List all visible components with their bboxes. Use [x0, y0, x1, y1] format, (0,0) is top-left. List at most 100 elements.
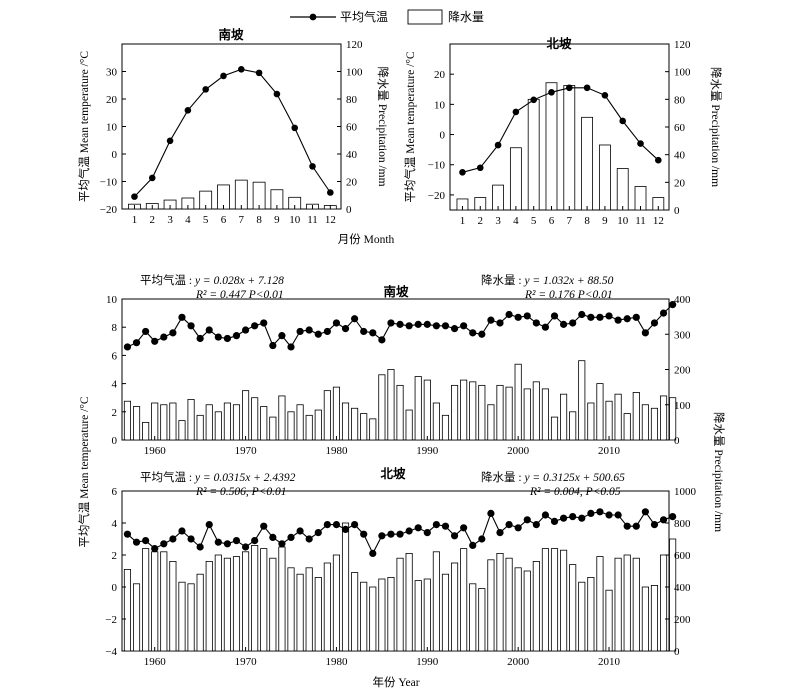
precip-bar: [260, 406, 268, 441]
precip-bar: [614, 393, 622, 441]
temperature-point: [423, 529, 431, 537]
equation-stats: R² = 0.004, P<0.05: [529, 486, 621, 498]
temperature-point: [202, 86, 209, 93]
x-tick-label: 3: [495, 215, 501, 227]
temperature-point: [532, 521, 540, 529]
temperature-point: [223, 540, 232, 548]
equation-p: P<0.05: [585, 486, 621, 498]
temperature-point: [559, 514, 568, 522]
temperature-point: [160, 540, 168, 548]
precip-bar: [581, 116, 593, 211]
precip-bar: [659, 554, 668, 652]
temperature-point: [496, 529, 504, 537]
legend: 平均气温 降水量: [290, 9, 484, 25]
panel-north-monthly-title: 北坡: [546, 36, 572, 51]
temperature-point: [469, 541, 477, 550]
panel-south-monthly-yticks-left: −20 −10 0 10 20 30: [100, 67, 126, 216]
precip-bar: [487, 559, 495, 652]
temperature-point: [505, 521, 513, 529]
y-tick-label: 20: [434, 69, 446, 81]
panel-south-annual: 南坡 0 2 4 6 8 10 0 100 200 300 400 1960 1970 1980 199…: [106, 273, 691, 457]
panel-north-monthly-line: [459, 84, 662, 176]
panel-south-annual-frame: [121, 298, 670, 441]
precip-bar: [323, 390, 331, 441]
precip-bar: [151, 402, 159, 441]
panel-north-monthly-xticks: 1 2 3 4 5 6 7 8 9 10 11 12: [460, 206, 664, 227]
equation-sep: ,: [246, 486, 252, 498]
y-right-tick-label: 120: [346, 39, 363, 51]
precip-bar: [242, 551, 250, 652]
precip-bar: [641, 404, 649, 441]
x-tick-label: 4: [513, 215, 519, 227]
temperature-point: [369, 329, 377, 337]
y-right-tick-label: 0: [346, 204, 352, 216]
temperature-point: [596, 508, 604, 516]
panel-south-annual-yticks-left: 0 2 4 6 8 10: [106, 294, 126, 447]
precip-bar: [432, 551, 440, 652]
precip-bar: [214, 554, 222, 652]
temperature-point: [460, 322, 468, 330]
y-right-tick-label: 400: [674, 294, 691, 306]
x-tick-label: 1960: [144, 656, 167, 668]
x-tick-label: 2: [478, 215, 484, 227]
precip-bar: [360, 413, 368, 441]
temperature-point: [655, 156, 662, 164]
precip-bar: [251, 397, 259, 441]
x-tick-label: 5: [531, 215, 537, 227]
precip-bar: [314, 409, 322, 441]
precip-bar: [187, 583, 195, 652]
precip-bar: [369, 586, 377, 652]
precip-bar: [278, 546, 286, 652]
y-tick-label: 0: [112, 149, 118, 161]
y-tick-label: −10: [428, 160, 446, 172]
precip-bar: [351, 572, 359, 652]
precip-bar: [196, 414, 204, 441]
precip-bar: [378, 578, 386, 652]
precip-bar: [223, 557, 231, 652]
precip-bar: [178, 420, 186, 441]
temperature-point: [142, 327, 150, 336]
equation-r2: R² = 0.004: [529, 486, 580, 498]
precip-bar: [496, 553, 504, 652]
precip-bar: [550, 548, 559, 652]
precip-bar: [223, 402, 231, 441]
temperature-point: [532, 319, 540, 327]
temperature-point: [332, 521, 341, 529]
precip-bar: [523, 570, 531, 652]
temperature-point: [565, 84, 573, 92]
temperature-point: [569, 513, 577, 521]
precip-bar: [478, 384, 486, 441]
temperature-point: [614, 511, 622, 519]
precip-bar: [523, 388, 531, 441]
precip-bar: [360, 581, 368, 652]
precip-bar: [505, 557, 513, 652]
panel-south-monthly-xticks: 1 2 3 4 5 6 7 8 9 10 11 12: [132, 205, 336, 226]
equation-p: P<0.01: [251, 486, 287, 498]
panel-south-annual-precip-equation: 降水量 : y = 1.032x + 88.50 R² = 0.176 P<0.…: [481, 273, 614, 301]
temperature-point: [669, 513, 677, 521]
legend-temperature-label: 平均气温: [340, 9, 388, 24]
temperature-point: [396, 530, 404, 538]
temperature-point: [132, 538, 141, 546]
precip-bar: [323, 562, 331, 652]
precip-bar: [351, 407, 359, 441]
temperature-point: [583, 84, 591, 92]
temperature-point: [260, 319, 268, 327]
precip-bar: [414, 580, 422, 652]
x-tick-label: 1990: [416, 445, 439, 457]
temperature-point: [131, 193, 138, 200]
y-tick-label: 20: [106, 94, 118, 106]
precip-bar: [132, 406, 141, 441]
temperature-point: [441, 322, 450, 330]
panel-north-annual-precip-equation: 降水量 : y = 0.3125x + 500.65 R² = 0.004, P…: [481, 470, 625, 498]
temperature-point: [151, 337, 159, 345]
precip-bar: [545, 82, 558, 211]
precip-bar: [278, 395, 286, 441]
precip-bar: [269, 416, 277, 441]
x-tick-label: 9: [274, 214, 280, 226]
annual-ylabel-left: 平均气温 Mean temperature /°C: [77, 396, 91, 548]
x-tick-label: 4: [185, 214, 191, 226]
temperature-point: [432, 322, 440, 330]
precip-bar: [469, 583, 477, 652]
x-tick-label: 6: [221, 214, 227, 226]
